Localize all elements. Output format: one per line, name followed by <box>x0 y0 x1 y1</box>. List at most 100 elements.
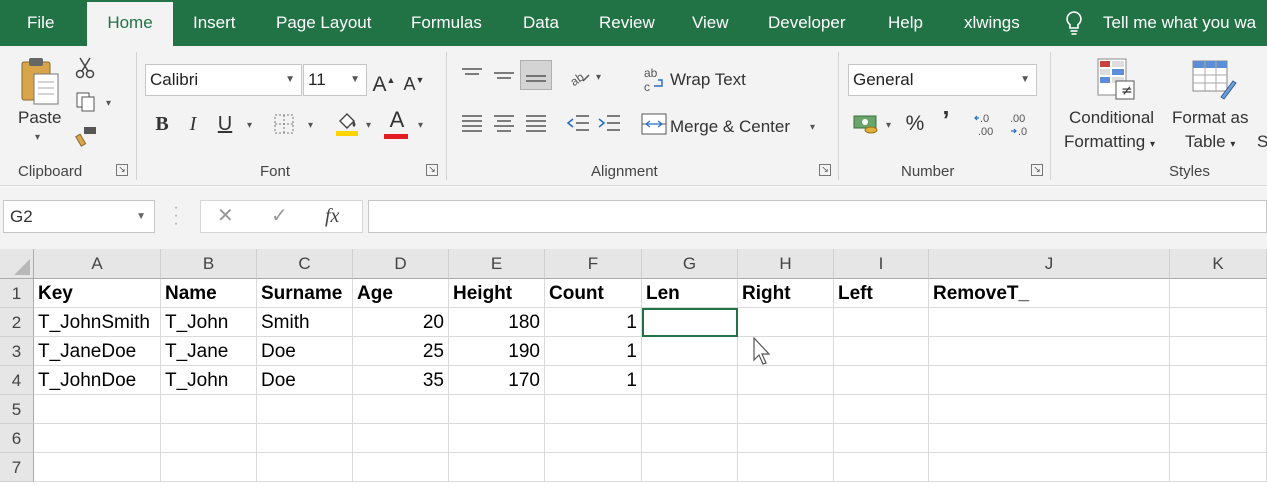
cell-h1[interactable]: Right <box>738 279 834 308</box>
number-format-combo[interactable]: General ▼ <box>848 64 1037 96</box>
cell-f5[interactable] <box>545 395 642 424</box>
font-launcher-icon[interactable]: ↘ <box>426 164 438 176</box>
cell-styles-button[interactable]: S <box>1257 132 1267 151</box>
decrease-decimal-icon[interactable]: .00.0 <box>1008 110 1038 138</box>
align-top-icon[interactable] <box>460 64 484 86</box>
copy-dropdown-icon[interactable]: ▾ <box>106 98 112 109</box>
format-as-table-icon[interactable] <box>1190 56 1238 102</box>
cell-e5[interactable] <box>449 395 545 424</box>
accounting-format-icon[interactable] <box>852 112 882 136</box>
paste-button[interactable]: Paste <box>18 108 62 127</box>
row-header-6[interactable]: 6 <box>0 424 34 453</box>
cancel-icon[interactable]: ✕ <box>217 205 234 227</box>
conditional-formatting-icon[interactable]: ≠ <box>1094 56 1138 102</box>
paste-dropdown-icon[interactable]: ▾ <box>35 132 41 143</box>
align-left-icon[interactable] <box>460 112 484 134</box>
decrease-font-size-button[interactable]: A▼ <box>403 74 425 94</box>
tab-help[interactable]: Help <box>888 13 923 32</box>
paste-icon[interactable] <box>20 56 60 106</box>
cell-d3[interactable]: 25 <box>353 337 449 366</box>
copy-icon[interactable] <box>74 90 98 114</box>
cell-b5[interactable] <box>161 395 257 424</box>
formula-input[interactable] <box>368 200 1267 233</box>
italic-button[interactable]: I <box>189 113 197 135</box>
column-header-i[interactable]: I <box>834 249 929 279</box>
cell-i4[interactable] <box>834 366 929 395</box>
column-header-j[interactable]: J <box>929 249 1170 279</box>
tab-home[interactable]: Home <box>87 2 173 46</box>
enter-icon[interactable]: ✓ <box>271 205 288 227</box>
font-size-combo[interactable]: 11 ▼ <box>303 64 367 96</box>
cell-i2[interactable] <box>834 308 929 337</box>
alignment-launcher-icon[interactable]: ↘ <box>819 164 831 176</box>
cell-k7[interactable] <box>1170 453 1267 482</box>
cell-j2[interactable] <box>929 308 1170 337</box>
borders-icon[interactable] <box>272 112 296 136</box>
row-header-7[interactable]: 7 <box>0 453 34 482</box>
cell-b7[interactable] <box>161 453 257 482</box>
cell-h7[interactable] <box>738 453 834 482</box>
tab-insert[interactable]: Insert <box>193 13 236 32</box>
column-header-f[interactable]: F <box>545 249 642 279</box>
cell-k5[interactable] <box>1170 395 1267 424</box>
clipboard-launcher-icon[interactable]: ↘ <box>116 164 128 176</box>
cell-b2[interactable]: T_John <box>161 308 257 337</box>
row-header-1[interactable]: 1 <box>0 279 34 308</box>
cell-c6[interactable] <box>257 424 353 453</box>
cell-g1[interactable]: Len <box>642 279 738 308</box>
column-header-k[interactable]: K <box>1170 249 1267 279</box>
merge-center-icon[interactable] <box>641 112 667 136</box>
cell-a1[interactable]: Key <box>34 279 161 308</box>
cell-c4[interactable]: Doe <box>257 366 353 395</box>
column-header-e[interactable]: E <box>449 249 545 279</box>
lightbulb-icon[interactable] <box>1063 10 1085 36</box>
decrease-indent-icon[interactable] <box>565 112 591 134</box>
borders-dropdown-icon[interactable]: ▾ <box>308 120 314 131</box>
cell-i5[interactable] <box>834 395 929 424</box>
cell-g2[interactable] <box>642 308 738 337</box>
column-header-d[interactable]: D <box>353 249 449 279</box>
cell-k2[interactable] <box>1170 308 1267 337</box>
row-header-3[interactable]: 3 <box>0 337 34 366</box>
align-middle-icon[interactable] <box>492 64 516 86</box>
font-name-combo[interactable]: Calibri ▼ <box>145 64 302 96</box>
row-header-5[interactable]: 5 <box>0 395 34 424</box>
tab-review[interactable]: Review <box>599 13 655 32</box>
cell-d4[interactable]: 35 <box>353 366 449 395</box>
cell-d2[interactable]: 20 <box>353 308 449 337</box>
cell-j5[interactable] <box>929 395 1170 424</box>
cell-f3[interactable]: 1 <box>545 337 642 366</box>
cell-e2[interactable]: 180 <box>449 308 545 337</box>
cell-f6[interactable] <box>545 424 642 453</box>
splitter-handle[interactable]: · · · <box>173 199 179 232</box>
tab-file[interactable]: File <box>27 13 55 32</box>
cell-e3[interactable]: 190 <box>449 337 545 366</box>
increase-font-size-button[interactable]: A▲ <box>372 73 396 96</box>
column-header-b[interactable]: B <box>161 249 257 279</box>
tab-data[interactable]: Data <box>523 13 559 32</box>
cell-k3[interactable] <box>1170 337 1267 366</box>
chevron-down-icon[interactable]: ▼ <box>285 74 295 85</box>
bold-button[interactable]: B <box>155 113 169 135</box>
underline-button[interactable]: U <box>217 113 233 135</box>
cell-g6[interactable] <box>642 424 738 453</box>
name-box[interactable]: G2 ▼ <box>3 200 155 233</box>
accounting-dropdown-icon[interactable]: ▾ <box>886 120 892 131</box>
cell-h4[interactable] <box>738 366 834 395</box>
cell-h6[interactable] <box>738 424 834 453</box>
tab-formulas[interactable]: Formulas <box>411 13 482 32</box>
cell-a7[interactable] <box>34 453 161 482</box>
cell-f1[interactable]: Count <box>545 279 642 308</box>
format-painter-icon[interactable] <box>74 124 98 148</box>
orientation-dropdown-icon[interactable]: ▾ <box>596 72 602 83</box>
cell-j7[interactable] <box>929 453 1170 482</box>
percent-style-button[interactable]: % <box>905 112 925 135</box>
cell-d6[interactable] <box>353 424 449 453</box>
tab-view[interactable]: View <box>692 13 729 32</box>
insert-function-button[interactable]: fx <box>325 205 340 227</box>
wrap-text-icon[interactable]: ab c <box>642 66 666 94</box>
cell-k6[interactable] <box>1170 424 1267 453</box>
cell-c7[interactable] <box>257 453 353 482</box>
cell-b3[interactable]: T_Jane <box>161 337 257 366</box>
cell-i6[interactable] <box>834 424 929 453</box>
